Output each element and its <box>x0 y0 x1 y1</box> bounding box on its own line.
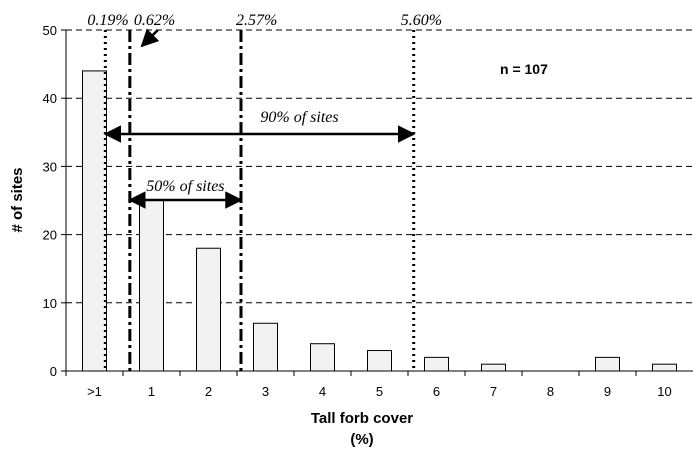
y-tick-label: 40 <box>43 91 57 106</box>
x-tick-label: 3 <box>262 384 269 399</box>
x-tick-label: >1 <box>87 384 102 399</box>
y-tick-label: 50 <box>43 23 57 38</box>
reference-line-label: 2.57% <box>236 12 277 29</box>
bar <box>310 343 335 372</box>
y-axis-title: # of sites <box>9 167 26 232</box>
sample-size-label: n = 107 <box>500 61 548 77</box>
labels: 0 10 20 30 40 50 >1 1 2 3 4 5 6 7 8 9 10 0.19% 0.62% 2.57% 5… <box>43 12 672 399</box>
x-tick-label: 1 <box>148 384 155 399</box>
bar <box>139 200 164 372</box>
x-tick-label: 4 <box>319 384 326 399</box>
bar <box>196 247 221 372</box>
bars <box>82 70 677 372</box>
axes <box>61 29 693 376</box>
reference-line-label: 0.19% <box>87 12 128 29</box>
x-tick-label: 8 <box>547 384 554 399</box>
bar <box>595 356 620 372</box>
range-label: 90% of sites <box>260 109 338 126</box>
bar <box>367 350 392 372</box>
bar <box>652 363 677 372</box>
x-axis-unit: (%) <box>350 431 373 448</box>
x-tick-label: 9 <box>604 384 611 399</box>
reference-line-label: 5.60% <box>401 12 442 29</box>
x-tick-label: 7 <box>490 384 497 399</box>
x-tick-label: 10 <box>657 384 671 399</box>
bar <box>424 356 449 372</box>
y-tick-label: 20 <box>43 228 57 243</box>
bar <box>481 363 506 372</box>
bar <box>82 70 107 372</box>
y-tick-label: 10 <box>43 296 57 311</box>
reference-lines <box>103 28 416 371</box>
x-tick-label: 6 <box>433 384 440 399</box>
x-tick-label: 5 <box>376 384 383 399</box>
x-tick-label: 2 <box>205 384 212 399</box>
reference-line-label: 0.62% <box>134 12 175 29</box>
x-axis-title: Tall forb cover <box>311 410 413 427</box>
bar <box>253 322 278 372</box>
range-label: 50% of sites <box>146 178 224 195</box>
pointer-arrow <box>140 28 160 48</box>
y-tick-label: 30 <box>43 159 57 174</box>
gridlines <box>66 29 693 304</box>
y-tick-label: 0 <box>50 364 57 379</box>
